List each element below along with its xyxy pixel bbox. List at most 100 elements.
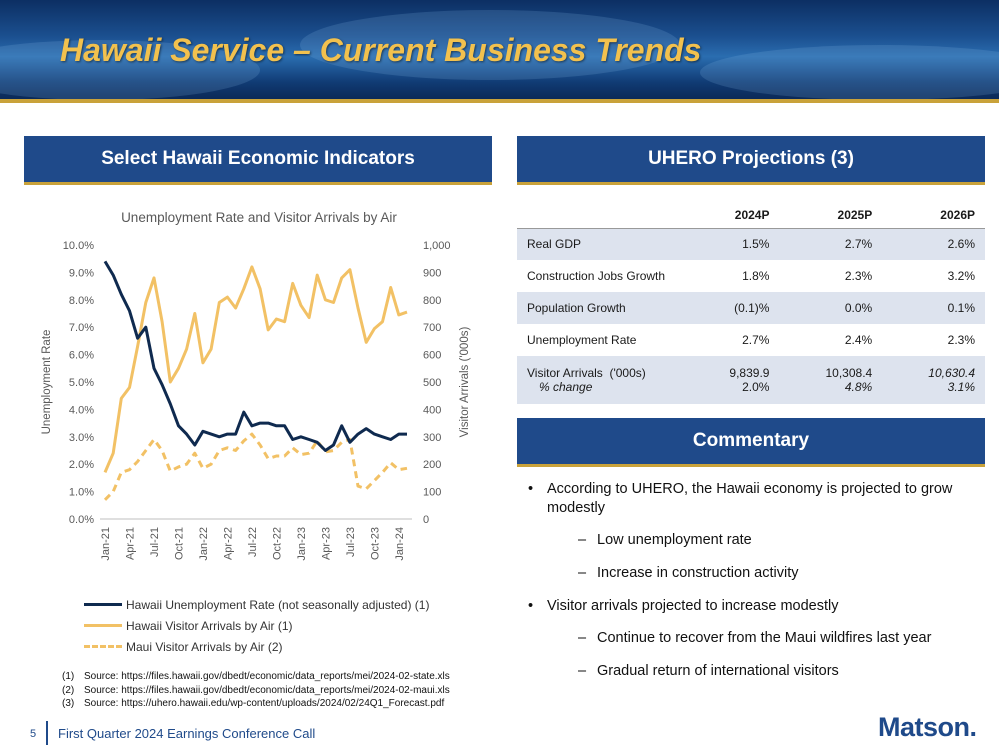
y2-tick-label: 900 (423, 267, 441, 279)
commentary-bullet: • Visitor arrivals projected to increase … (528, 597, 988, 616)
source-notes: (1) Source: https://files.hawaii.gov/dbed… (62, 670, 450, 711)
dash-glyph: – (578, 663, 587, 679)
wave-decoration (0, 40, 260, 100)
table-cell: (0.1)% (687, 292, 780, 324)
source-number: (1) (62, 671, 75, 682)
table-cell: 1.8% (742, 269, 770, 283)
source-note: (1) Source: https://files.hawaii.gov/dbed… (62, 670, 450, 684)
x-tick-label: Jul-23 (345, 527, 357, 557)
cell-subvalue: 2.0% (742, 380, 770, 394)
table-cell: 3.2% (947, 269, 975, 283)
row-label: Population Growth (517, 292, 687, 324)
table-cell: 2.4% (844, 333, 873, 347)
bullet-text: According to UHERO, the Hawaii economy i… (547, 481, 953, 516)
page-title: Hawaii Service – Current Business Trends (60, 32, 702, 68)
x-tick-label: Apr-21 (124, 527, 136, 560)
y2-tick-label: 0 (423, 514, 429, 526)
y2-tick-label: 200 (423, 459, 441, 471)
y-tick-label: 0.0% (69, 514, 94, 526)
y-tick-label: 4.0% (69, 404, 94, 416)
cell-subvalue: 4.8% (844, 380, 873, 394)
y-tick-label: 3.0% (69, 432, 94, 444)
cell-value: 10,630.4 (928, 366, 975, 380)
wave-decoration (700, 45, 999, 100)
y-tick-label: 8.0% (69, 295, 94, 307)
legend-item-hawaii-visitors: Hawaii Visitor Arrivals by Air (1) (84, 615, 429, 636)
x-tick-label: Jan-24 (394, 527, 406, 561)
source-text: Source: https://uhero.hawaii.edu/wp-cont… (84, 698, 445, 709)
x-tick-label: Apr-22 (222, 527, 234, 560)
row-label: Visitor Arrivals ('000s) % change (517, 356, 687, 404)
cell-value: 10,308.4 (825, 366, 873, 380)
dash-glyph: – (578, 532, 587, 548)
table-row: Visitor Arrivals ('000s) % change 9,839.… (517, 356, 985, 404)
footer-divider (46, 721, 48, 745)
source-note: (2) Source: https://files.hawaii.gov/dbed… (62, 684, 450, 698)
series-line-hawaii-visitors (103, 265, 408, 473)
bullet-glyph: • (528, 598, 534, 614)
row-label: Real GDP (517, 228, 687, 260)
row-label: Unemployment Rate (527, 333, 637, 347)
legend-label: Hawaii Unemployment Rate (not seasonally… (126, 597, 430, 612)
table-header-cell: 2026P (882, 202, 985, 229)
y2-tick-label: 500 (423, 377, 441, 389)
table-cell: 2.3% (844, 269, 873, 283)
y2-axis-title: Visitor Arrivals ('000s) (459, 327, 471, 438)
subbullet-text: Increase in construction activity (597, 565, 799, 581)
legend-swatch (84, 645, 122, 648)
header-banner (0, 0, 999, 103)
commentary-subbullet: – Low unemployment rate (578, 531, 988, 550)
table-row: Construction Jobs Growth 1.8% 2.3% 3.2% (517, 260, 985, 292)
y-tick-label: 6.0% (69, 350, 94, 362)
footer-text: First Quarter 2024 Earnings Conference C… (58, 726, 316, 741)
row-label: Construction Jobs Growth (527, 269, 666, 283)
legend-swatch (84, 603, 122, 606)
table-row: Population Growth (0.1)% 0.0% 0.1% (517, 292, 985, 324)
projections-table: 2024P 2025P 2026P Real GDP 1.5% 2.7% 2.6… (517, 202, 985, 404)
table-cell: 2.3% (947, 333, 975, 347)
series-line-maui-visitors (103, 432, 408, 501)
x-tick-label: Jul-21 (149, 527, 161, 557)
table-header-row: 2024P 2025P 2026P (517, 202, 985, 229)
table-header-cell: 2025P (779, 202, 883, 229)
commentary-bullet: • According to UHERO, the Hawaii economy … (528, 480, 988, 518)
chart-title: Unemployment Rate and Visitor Arrivals b… (121, 210, 397, 225)
source-note: (3) Source: https://uhero.hawaii.edu/wp-c… (62, 697, 450, 711)
source-number: (2) (62, 684, 75, 696)
y2-tick-label: 300 (423, 432, 441, 444)
banner-gold-rule (0, 99, 999, 103)
table-cell: 10,630.4 3.1% (882, 356, 985, 404)
y2-tick-label: 800 (423, 295, 441, 307)
commentary-subbullet: – Gradual return of international visitor… (578, 662, 988, 681)
source-number: (3) (62, 698, 75, 709)
y-axis-title: Unemployment Rate (41, 330, 53, 435)
table-cell: 2.7% (779, 228, 883, 260)
commentary-subbullet: – Increase in construction activity (578, 564, 988, 583)
unemployment-visitor-chart: Unemployment Rate and Visitor Arrivals b… (41, 210, 471, 561)
y-tick-label: 9.0% (69, 267, 94, 279)
page-number: 5 (30, 728, 37, 740)
y2-tick-label: 700 (423, 322, 441, 334)
table-cell: 0.0% (779, 292, 883, 324)
section-heading-indicators: Select Hawaii Economic Indicators (24, 136, 492, 185)
x-tick-label: Oct-23 (369, 527, 381, 560)
y-tick-label: 1.0% (69, 487, 94, 499)
row-label-sub: % change (539, 380, 593, 394)
bullet-glyph: • (528, 481, 534, 497)
y-tick-label: 2.0% (69, 459, 94, 471)
legend-label: Hawaii Visitor Arrivals by Air (1) (126, 618, 293, 633)
y2-tick-label: 400 (423, 404, 441, 416)
dash-glyph: – (578, 630, 587, 646)
y-tick-label: 5.0% (69, 377, 94, 389)
x-tick-label: Jan-21 (100, 527, 112, 561)
legend-item-maui-visitors: Maui Visitor Arrivals by Air (2) (84, 636, 429, 657)
bullet-text: Visitor arrivals projected to increase m… (547, 598, 839, 614)
table-cell: 2.7% (742, 333, 770, 347)
source-text: Source: https://files.hawaii.gov/dbedt/e… (84, 671, 450, 682)
x-tick-label: Jan-23 (296, 527, 308, 561)
x-tick-label: Oct-21 (173, 527, 185, 560)
section-heading-projections: UHERO Projections (3) (517, 136, 985, 185)
x-tick-label: Apr-23 (320, 527, 332, 560)
x-tick-label: Jul-22 (247, 527, 259, 557)
wave-decoration (300, 10, 680, 80)
